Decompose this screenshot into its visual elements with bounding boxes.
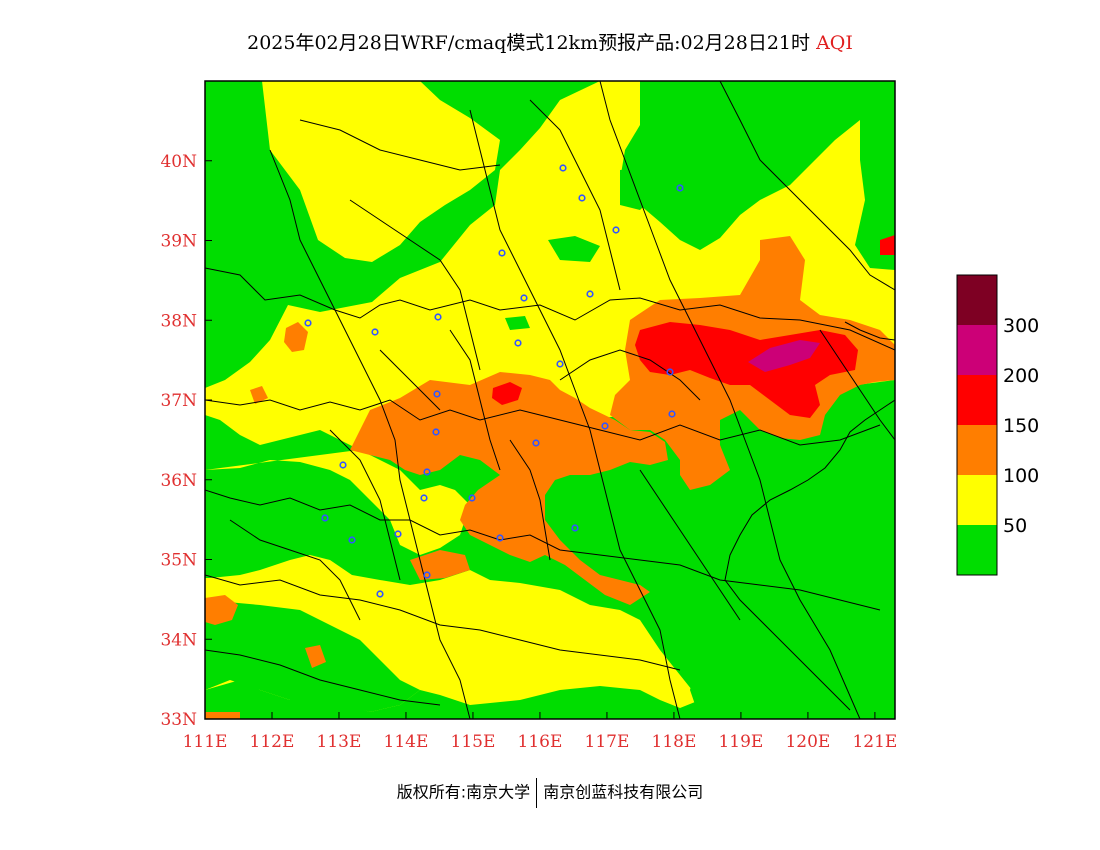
city-marker	[321, 514, 329, 522]
city-marker	[559, 164, 567, 172]
legend-swatch	[957, 325, 997, 375]
legend-label: 50	[1003, 515, 1027, 537]
city-marker	[514, 339, 522, 347]
aqi-zone-usg-blob-small-2	[250, 386, 268, 404]
legend-frame	[956, 274, 998, 576]
city-marker	[394, 530, 402, 538]
y-tick-label: 36N	[160, 471, 197, 491]
city-marker	[571, 524, 579, 532]
y-tick-label: 35N	[160, 551, 197, 571]
city-marker	[376, 590, 384, 598]
title-product: AQI	[816, 32, 853, 54]
legend-swatch	[957, 425, 997, 475]
x-tick-label: 117E	[585, 732, 630, 752]
city-marker	[432, 428, 440, 436]
legend-label: 150	[1003, 415, 1039, 437]
aqi-legend: 50 100 150 200 300	[956, 274, 1039, 576]
aqi-zone-unhealthy-corner	[880, 235, 895, 255]
city-marker	[578, 194, 586, 202]
city-marker	[666, 368, 674, 376]
city-marker	[676, 184, 684, 192]
aqi-zone-usg-blob-small	[305, 645, 326, 668]
aqi-zone-good-northeast	[855, 105, 895, 270]
aqi-zone-usg-west	[284, 322, 308, 352]
city-marker	[423, 571, 431, 579]
province-boundaries	[205, 81, 895, 719]
aqi-zone-usg-southwest	[205, 595, 238, 625]
city-marker	[348, 536, 356, 544]
legend-label: 100	[1003, 465, 1039, 487]
y-tick-label: 38N	[160, 311, 197, 331]
city-marker	[423, 468, 431, 476]
legend-label: 300	[1003, 315, 1039, 337]
legend-swatch	[957, 375, 997, 425]
legend-swatch	[957, 475, 997, 525]
x-tick-label: 120E	[785, 732, 830, 752]
copyright-footer: 版权所有:南京大学 南京创蓝科技有限公司	[0, 778, 1100, 808]
aqi-zone-good-island-2	[505, 316, 530, 330]
x-tick-label: 118E	[652, 732, 697, 752]
city-marker	[532, 439, 540, 447]
x-tick-label: 116E	[518, 732, 563, 752]
city-marker	[612, 226, 620, 234]
city-marker	[601, 422, 609, 430]
copyright-right: 南京创蓝科技有限公司	[543, 782, 704, 802]
x-tick-label: 111E	[183, 732, 228, 752]
x-tick-label: 113E	[317, 732, 362, 752]
city-marker	[498, 249, 506, 257]
city-marker	[520, 294, 528, 302]
x-tick-label: 119E	[718, 732, 763, 752]
x-tick-label: 115E	[451, 732, 496, 752]
legend-swatch	[957, 525, 997, 575]
x-tick-label: 114E	[384, 732, 429, 752]
y-tick-label: 37N	[160, 391, 197, 411]
city-marker	[496, 534, 504, 542]
y-tick-label: 40N	[160, 152, 197, 172]
city-markers	[304, 164, 684, 598]
y-tick-label: 34N	[160, 630, 197, 650]
x-tick-label: 112E	[250, 732, 295, 752]
city-marker	[434, 313, 442, 321]
aqi-zone-unhealthy-central	[492, 382, 522, 405]
aqi-zone-good-north	[620, 81, 895, 250]
aqi-zone-usg-corner	[205, 712, 240, 719]
title-main: 2025年02月28日WRF/cmaq模式12km预报产品:02月28日21时	[247, 32, 811, 54]
coastline	[724, 321, 895, 711]
city-marker	[371, 328, 379, 336]
city-marker	[586, 290, 594, 298]
legend-label: 200	[1003, 365, 1039, 387]
city-marker	[420, 494, 428, 502]
x-tick-label: 121E	[852, 732, 897, 752]
copyright-left: 版权所有:南京大学	[396, 782, 531, 802]
chart-title: 2025年02月28日WRF/cmaq模式12km预报产品:02月28日21时 …	[0, 28, 1100, 55]
aqi-zone-good-island-3	[620, 168, 660, 210]
aqi-field	[205, 81, 895, 719]
city-marker	[433, 390, 441, 398]
aqi-zone-very-unhealthy	[748, 340, 820, 372]
city-marker	[556, 360, 564, 368]
y-tick-label: 33N	[160, 710, 197, 730]
city-marker	[339, 461, 347, 469]
aqi-zone-good-northwest	[205, 81, 600, 388]
copyright-separator	[536, 778, 538, 808]
y-tick-label: 39N	[160, 232, 197, 252]
aqi-zone-good-southeast	[690, 385, 895, 719]
y-axis-ticks: 33N 34N 35N 36N 37N 38N 39N 40N	[160, 152, 212, 730]
city-marker	[304, 319, 312, 327]
legend-swatch	[957, 275, 997, 325]
city-marker	[668, 410, 676, 418]
x-axis-ticks: 111E 112E 113E 114E 115E 116E 117E 118E 119E 120E…	[183, 712, 897, 752]
aqi-zone-usg-central	[350, 372, 668, 605]
city-marker	[468, 494, 476, 502]
aqi-zone-good-island-1	[548, 236, 600, 262]
